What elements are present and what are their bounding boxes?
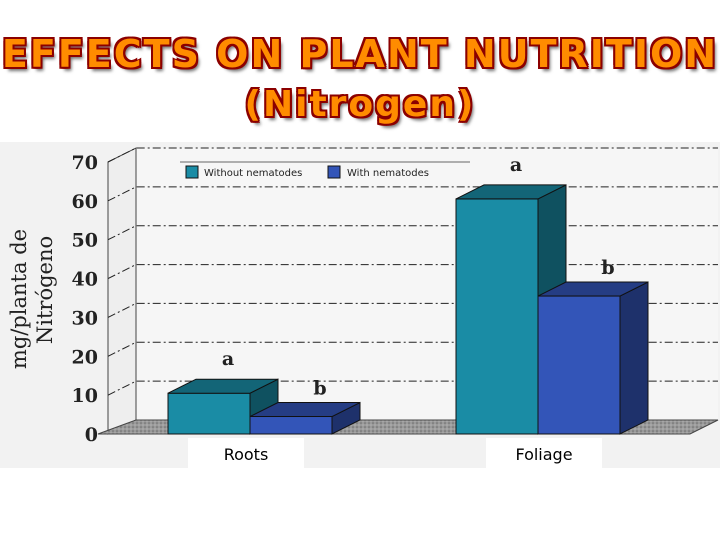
nitrogen-bar-chart: 70 60 50 40 30 20 10 0 a b a b Without nematodes Wi… <box>7 147 719 468</box>
x-tick-label-roots: Roots <box>224 445 269 464</box>
bar-side-foliage-series-2 <box>619 281 649 435</box>
y-tick-label: 20 <box>72 346 98 368</box>
category-label-box <box>188 438 304 468</box>
y-axis-label-line2: Nitrógeno <box>33 236 57 344</box>
y-tick-label: 30 <box>72 307 98 329</box>
bar-foliage-series-2 <box>537 295 621 435</box>
y-tick-label: 70 <box>72 152 98 174</box>
bar-significance-label: a <box>222 348 234 370</box>
legend-swatch <box>327 165 341 179</box>
bar-roots-series-1 <box>167 392 251 435</box>
bar-significance-label: b <box>313 378 326 400</box>
page-title: EFFECTS ON PLANT NUTRITION <box>1 32 719 76</box>
legend-label: Without nematodes <box>204 168 302 179</box>
y-tick-label: 0 <box>85 424 98 446</box>
category-label-box <box>486 438 602 468</box>
bar-top-foliage-series-2 <box>537 281 649 297</box>
gridline <box>107 147 718 163</box>
y-tick-label: 50 <box>72 230 98 252</box>
x-tick-label-foliage: Foliage <box>515 445 572 464</box>
bar-top-roots-series-2 <box>249 402 361 418</box>
bar-top-foliage-series-1 <box>455 184 567 200</box>
bar-foliage-series-1 <box>455 198 539 435</box>
bar-significance-label: b <box>601 257 614 279</box>
y-tick-label: 60 <box>72 191 98 213</box>
bar-significance-label: a <box>510 154 522 176</box>
page-subtitle: (Nitrogen) <box>244 84 476 125</box>
chart-side-wall <box>107 147 137 435</box>
y-axis-label-line1: mg/planta de <box>7 229 31 369</box>
y-tick-label: 40 <box>72 269 98 291</box>
legend-swatch <box>185 165 199 179</box>
bar-roots-series-2 <box>249 416 333 435</box>
y-tick-label: 10 <box>72 385 98 407</box>
bar-top-roots-series-1 <box>167 378 279 394</box>
legend-label: With nematodes <box>347 168 429 179</box>
